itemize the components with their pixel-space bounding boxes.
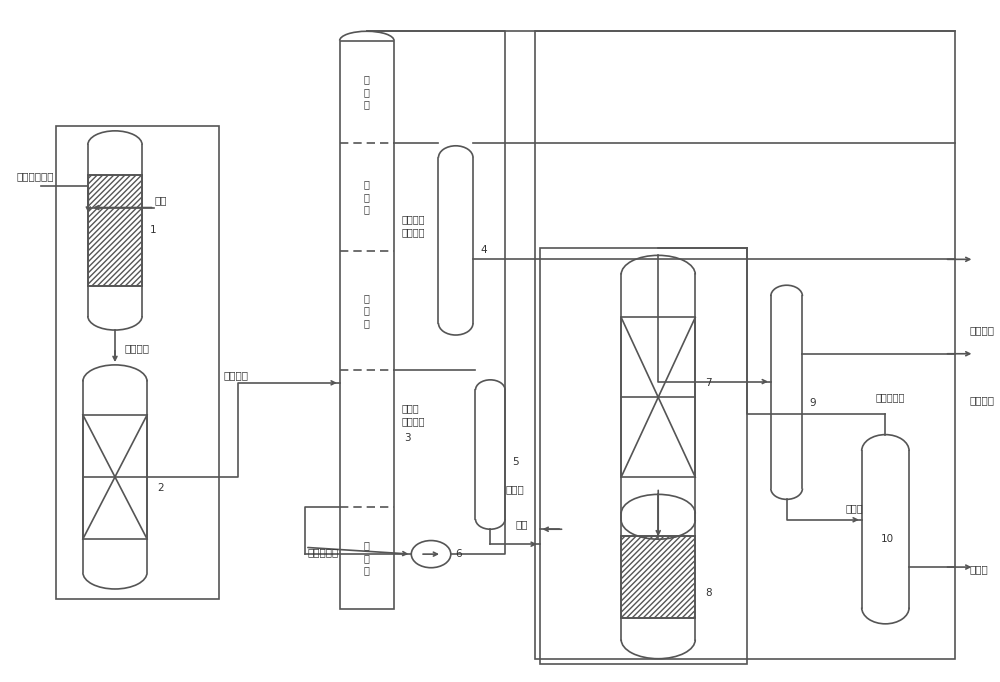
Bar <box>340 41 394 609</box>
Text: 8: 8 <box>705 588 712 598</box>
Bar <box>540 248 747 664</box>
Text: 重组分: 重组分 <box>846 503 864 513</box>
Text: 精
制
区: 精 制 区 <box>364 293 370 328</box>
Text: 汽油组分: 汽油组分 <box>969 395 994 404</box>
Text: 再
生
区: 再 生 区 <box>364 540 370 575</box>
Text: 隔
离
区: 隔 离 区 <box>364 74 370 109</box>
Bar <box>88 175 142 286</box>
Text: 精制柴油: 精制柴油 <box>224 370 249 380</box>
Text: 6: 6 <box>456 549 462 559</box>
Text: 2: 2 <box>157 483 164 493</box>
Text: 10: 10 <box>880 534 894 544</box>
Text: 吸
附
区: 吸 附 区 <box>364 179 370 214</box>
Text: 重芳烃: 重芳烃 <box>505 484 524 494</box>
Text: 4: 4 <box>480 245 487 255</box>
Bar <box>535 31 955 659</box>
Text: 加氢柴油: 加氢柴油 <box>125 343 150 353</box>
Text: 氢气: 氢气 <box>515 519 528 529</box>
Text: 氢气: 氢气 <box>154 196 167 205</box>
Bar <box>621 535 695 617</box>
Text: 3: 3 <box>404 434 411 443</box>
Text: 清洁柴油
含解吸剂: 清洁柴油 含解吸剂 <box>401 214 425 237</box>
Text: 重芳烃
含解吸剂: 重芳烃 含解吸剂 <box>401 404 425 426</box>
Bar <box>83 415 147 539</box>
Text: 9: 9 <box>809 398 816 408</box>
Text: 原料劣质柴油: 原料劣质柴油 <box>16 170 54 181</box>
Text: 5: 5 <box>512 457 519 467</box>
Text: 7: 7 <box>705 378 712 388</box>
Bar <box>621 317 695 477</box>
Text: 循环解吸剂: 循环解吸剂 <box>308 547 339 557</box>
Text: 清洁柴油: 清洁柴油 <box>969 325 994 335</box>
Text: 循环重芳烃: 循环重芳烃 <box>876 392 905 402</box>
Bar <box>56 126 219 599</box>
Text: 燃料油: 燃料油 <box>969 564 988 574</box>
Text: 1: 1 <box>150 226 157 235</box>
